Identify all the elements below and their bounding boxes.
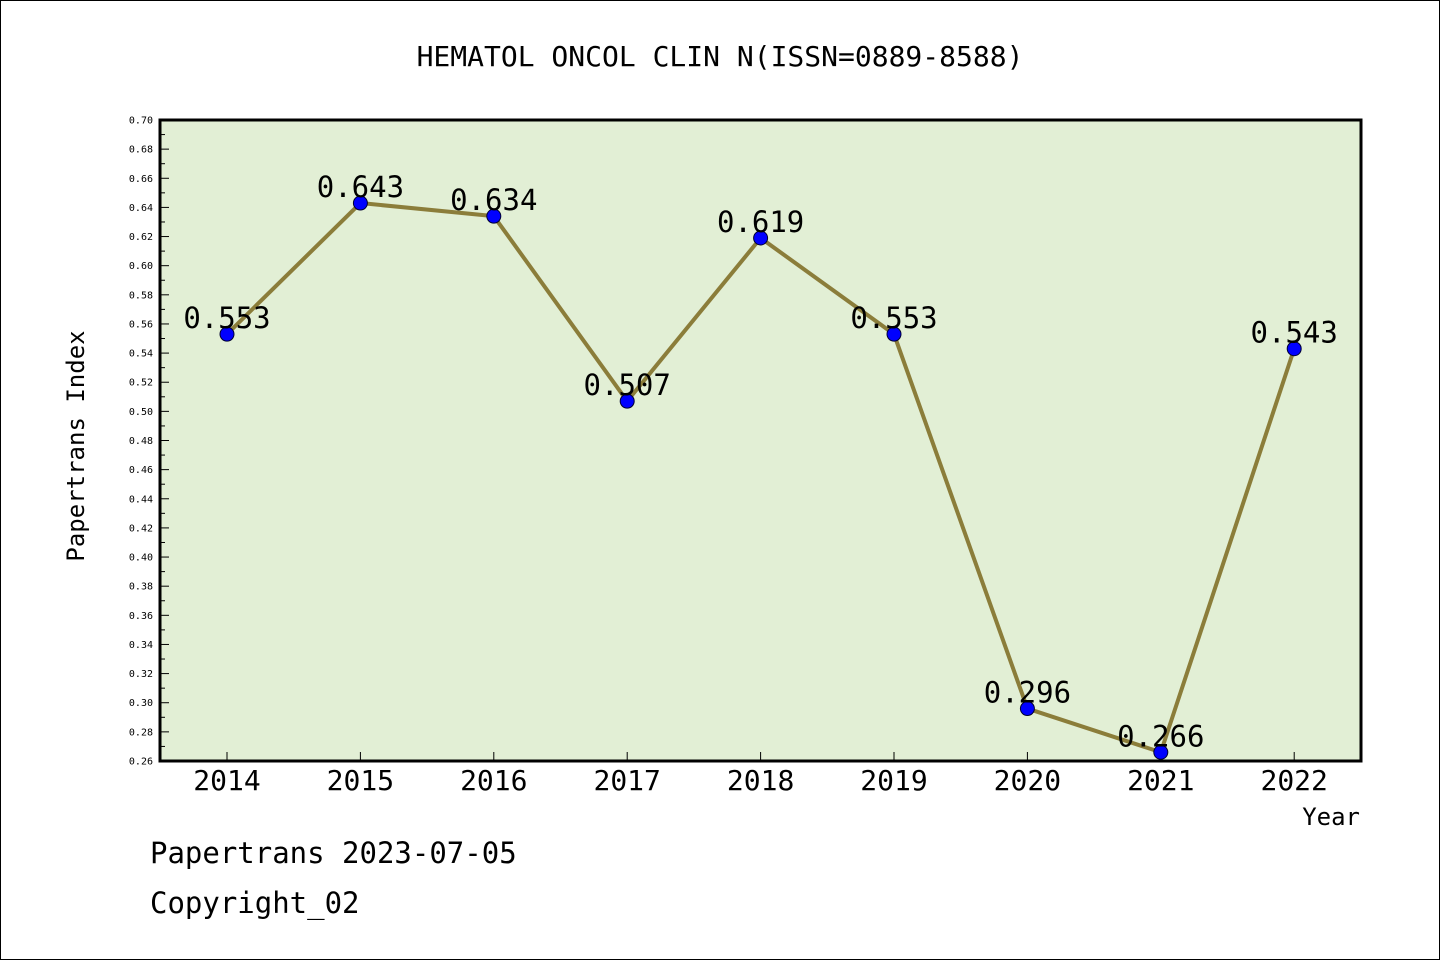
y-tick-label: 0.36: [129, 611, 153, 622]
y-axis: 0.26 0.28 0.30 0.32 0.34 0.36 0.38 0.40 0.42 0.44…: [129, 116, 169, 768]
x-tick-label: 2015: [327, 764, 394, 797]
data-label: 0.553: [183, 301, 270, 335]
x-tick-label: 2017: [593, 764, 660, 797]
y-tick-label: 0.62: [129, 232, 153, 243]
x-tick-label: 2020: [994, 764, 1061, 797]
x-tick-label: 2022: [1260, 764, 1327, 797]
y-tick-label: 0.52: [129, 378, 153, 389]
y-tick-label: 0.66: [129, 174, 153, 185]
data-point: [1019, 701, 1035, 717]
data-label: 0.296: [984, 676, 1071, 710]
data-point: [486, 208, 502, 224]
y-tick-label: 0.70: [129, 116, 153, 127]
chart-title: HEMATOL ONCOL CLIN N(ISSN=0889-8588): [417, 40, 1024, 73]
plot-area: [158, 118, 1363, 763]
y-tick-label: 0.46: [129, 465, 153, 476]
y-tick-label: 0.26: [129, 757, 153, 768]
x-tick-label: 2014: [193, 764, 260, 797]
y-tick-label: 0.42: [129, 523, 153, 534]
data-label: 0.507: [584, 368, 671, 402]
data-label: 0.553: [850, 301, 937, 335]
y-tick-label: 0.44: [129, 494, 153, 505]
x-tick-label: 2019: [860, 764, 927, 797]
y-tick-label: 0.32: [129, 669, 153, 680]
y-tick-label: 0.40: [129, 553, 153, 564]
data-label: 0.643: [317, 170, 404, 204]
data-label: 0.619: [717, 205, 804, 239]
x-axis: 2014 2015 2016 2017 2018 2019 2020 2021 2022: [193, 752, 1328, 797]
data-point: [1286, 341, 1302, 357]
data-point: [753, 230, 769, 246]
y-tick-label: 0.58: [129, 290, 153, 301]
y-tick-label: 0.54: [129, 349, 153, 360]
y-axis-label: Papertrans Index: [62, 330, 90, 561]
data-point: [219, 326, 235, 342]
y-tick-label: 0.28: [129, 727, 153, 738]
y-tick-label: 0.60: [129, 261, 153, 272]
data-label: 0.634: [450, 183, 537, 217]
x-axis-label: Year: [1302, 803, 1360, 831]
footer-copyright: Copyright_02: [150, 886, 360, 921]
y-tick-label: 0.50: [129, 407, 153, 418]
y-tick-label: 0.38: [129, 582, 153, 593]
footer-date: Papertrans 2023-07-05: [150, 836, 517, 870]
y-tick-label: 0.48: [129, 436, 153, 447]
y-tick-label: 0.56: [129, 319, 153, 330]
x-tick-label: 2016: [460, 764, 527, 797]
series-papertrans-index: 0.553 0.643 0.634 0.507 0.619 0.553 0.296 0.266…: [183, 170, 1338, 760]
data-point: [886, 326, 902, 342]
y-tick-label: 0.34: [129, 640, 153, 651]
data-point: [1153, 744, 1169, 760]
y-tick-label: 0.64: [129, 203, 153, 214]
y-tick-label: 0.68: [129, 145, 153, 156]
data-label: 0.266: [1117, 719, 1204, 753]
x-tick-label: 2021: [1127, 764, 1194, 797]
x-tick-label: 2018: [727, 764, 794, 797]
data-point: [619, 393, 635, 409]
data-label: 0.543: [1251, 316, 1338, 350]
data-point: [352, 195, 368, 211]
y-tick-label: 0.30: [129, 698, 153, 709]
